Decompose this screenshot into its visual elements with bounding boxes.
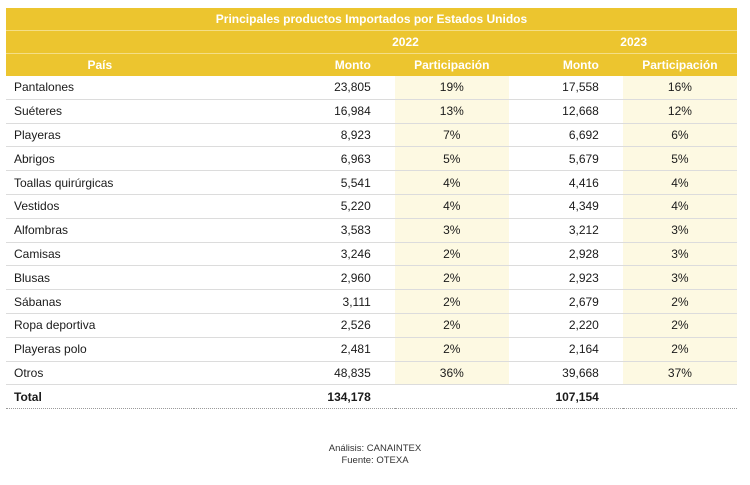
table-title: Principales productos Importados por Est… bbox=[6, 8, 737, 31]
country-cell: Playeras bbox=[6, 123, 194, 148]
source-credit: Fuente: OTEXA bbox=[341, 455, 409, 466]
total-monto-2023: 107,154 bbox=[508, 384, 623, 410]
monto-2023-cell: 2,923 bbox=[508, 265, 623, 291]
column-header-monto-2023: Monto bbox=[508, 53, 623, 76]
total-monto-2022: 134,178 bbox=[193, 384, 395, 410]
table-row: Toallas quirúrgicas 5,541 4% 4,416 4% bbox=[6, 170, 737, 195]
total-participacion-2023 bbox=[622, 384, 737, 410]
monto-2023-cell: 2,164 bbox=[508, 337, 623, 362]
monto-2022-cell: 2,481 bbox=[193, 337, 395, 362]
total-label: Total bbox=[6, 384, 194, 410]
participacion-2022-cell: 2% bbox=[394, 313, 509, 338]
participacion-2022-cell: 4% bbox=[394, 194, 509, 219]
table-row: Blusas 2,960 2% 2,923 3% bbox=[6, 265, 737, 291]
monto-2023-cell: 6,692 bbox=[508, 123, 623, 148]
participacion-2023-cell: 2% bbox=[622, 313, 737, 338]
participacion-2022-cell: 4% bbox=[394, 170, 509, 195]
table-row: Sábanas 3,111 2% 2,679 2% bbox=[6, 289, 737, 314]
table-row: Pantalones 23,805 19% 17,558 16% bbox=[6, 76, 737, 100]
table-row: Playeras polo 2,481 2% 2,164 2% bbox=[6, 337, 737, 362]
monto-2022-cell: 16,984 bbox=[193, 99, 395, 124]
monto-2023-cell: 12,668 bbox=[508, 99, 623, 124]
monto-2023-cell: 39,668 bbox=[508, 361, 623, 386]
total-row: Total 134,178 107,154 bbox=[6, 384, 737, 410]
monto-2023-cell: 2,679 bbox=[508, 289, 623, 314]
participacion-2023-cell: 3% bbox=[622, 218, 737, 243]
country-cell: Sábanas bbox=[6, 289, 194, 314]
column-header-pais: País bbox=[6, 53, 194, 76]
participacion-2022-cell: 2% bbox=[394, 242, 509, 267]
participacion-2023-cell: 6% bbox=[622, 123, 737, 148]
table-row: Alfombras 3,583 3% 3,212 3% bbox=[6, 218, 737, 243]
monto-2023-cell: 5,679 bbox=[508, 146, 623, 172]
participacion-2022-cell: 5% bbox=[394, 146, 509, 172]
monto-2023-cell: 2,928 bbox=[508, 242, 623, 267]
country-cell: Ropa deportiva bbox=[6, 313, 194, 338]
monto-2022-cell: 2,960 bbox=[193, 265, 395, 291]
total-participacion-2022 bbox=[394, 384, 509, 410]
monto-2022-cell: 6,963 bbox=[193, 146, 395, 172]
participacion-2023-cell: 37% bbox=[622, 361, 737, 386]
participacion-2022-cell: 2% bbox=[394, 289, 509, 314]
country-cell: Otros bbox=[6, 361, 194, 386]
country-cell: Pantalones bbox=[6, 76, 194, 100]
participacion-2022-cell: 3% bbox=[394, 218, 509, 243]
table-row: Ropa deportiva 2,526 2% 2,220 2% bbox=[6, 313, 737, 338]
monto-2022-cell: 23,805 bbox=[193, 76, 395, 100]
participacion-2023-cell: 12% bbox=[622, 99, 737, 124]
country-cell: Abrigos bbox=[6, 146, 194, 172]
imports-table: Principales productos Importados por Est… bbox=[6, 8, 737, 410]
year-2022-header: 2022 bbox=[193, 30, 509, 54]
column-header-participacion-2022: Participación bbox=[394, 53, 509, 76]
participacion-2023-cell: 2% bbox=[622, 289, 737, 314]
monto-2023-cell: 2,220 bbox=[508, 313, 623, 338]
country-cell: Alfombras bbox=[6, 218, 194, 243]
year-spacer bbox=[6, 30, 194, 54]
participacion-2023-cell: 4% bbox=[622, 170, 737, 195]
participacion-2022-cell: 2% bbox=[394, 337, 509, 362]
monto-2022-cell: 5,220 bbox=[193, 194, 395, 219]
country-cell: Toallas quirúrgicas bbox=[6, 170, 194, 195]
table-row: Otros 48,835 36% 39,668 37% bbox=[6, 361, 737, 386]
analysis-credit: Análisis: CANAINTEX bbox=[328, 443, 422, 454]
monto-2022-cell: 3,111 bbox=[193, 289, 395, 314]
table-row: Camisas 3,246 2% 2,928 3% bbox=[6, 242, 737, 267]
participacion-2023-cell: 5% bbox=[622, 146, 737, 172]
monto-2022-cell: 2,526 bbox=[193, 313, 395, 338]
country-cell: Vestidos bbox=[6, 194, 194, 219]
monto-2022-cell: 5,541 bbox=[193, 170, 395, 195]
participacion-2022-cell: 13% bbox=[394, 99, 509, 124]
year-2023-header: 2023 bbox=[508, 30, 737, 54]
participacion-2023-cell: 2% bbox=[622, 337, 737, 362]
monto-2023-cell: 4,349 bbox=[508, 194, 623, 219]
monto-2022-cell: 8,923 bbox=[193, 123, 395, 148]
monto-2022-cell: 48,835 bbox=[193, 361, 395, 386]
monto-2023-cell: 17,558 bbox=[508, 76, 623, 100]
participacion-2022-cell: 36% bbox=[394, 361, 509, 386]
country-cell: Playeras polo bbox=[6, 337, 194, 362]
country-cell: Camisas bbox=[6, 242, 194, 267]
table-row: Suéteres 16,984 13% 12,668 12% bbox=[6, 99, 737, 124]
monto-2022-cell: 3,246 bbox=[193, 242, 395, 267]
imports-table-container: Principales productos Importados por Est… bbox=[6, 8, 737, 410]
participacion-2022-cell: 2% bbox=[394, 265, 509, 291]
participacion-2023-cell: 4% bbox=[622, 194, 737, 219]
country-cell: Blusas bbox=[6, 265, 194, 291]
monto-2022-cell: 3,583 bbox=[193, 218, 395, 243]
monto-2023-cell: 4,416 bbox=[508, 170, 623, 195]
participacion-2022-cell: 7% bbox=[394, 123, 509, 148]
table-row: Vestidos 5,220 4% 4,349 4% bbox=[6, 194, 737, 219]
participacion-2023-cell: 16% bbox=[622, 76, 737, 100]
participacion-2022-cell: 19% bbox=[394, 76, 509, 100]
monto-2023-cell: 3,212 bbox=[508, 218, 623, 243]
table-row: Playeras 8,923 7% 6,692 6% bbox=[6, 123, 737, 148]
participacion-2023-cell: 3% bbox=[622, 265, 737, 291]
country-cell: Suéteres bbox=[6, 99, 194, 124]
column-header-participacion-2023: Participación bbox=[622, 53, 737, 76]
table-row: Abrigos 6,963 5% 5,679 5% bbox=[6, 146, 737, 172]
table-footer: Análisis: CANAINTEX Fuente: OTEXA bbox=[0, 443, 750, 467]
table-body: Pantalones 23,805 19% 17,558 16% Suéteres 16,9… bbox=[6, 76, 737, 410]
column-header-monto-2022: Monto bbox=[193, 53, 395, 76]
participacion-2023-cell: 3% bbox=[622, 242, 737, 267]
